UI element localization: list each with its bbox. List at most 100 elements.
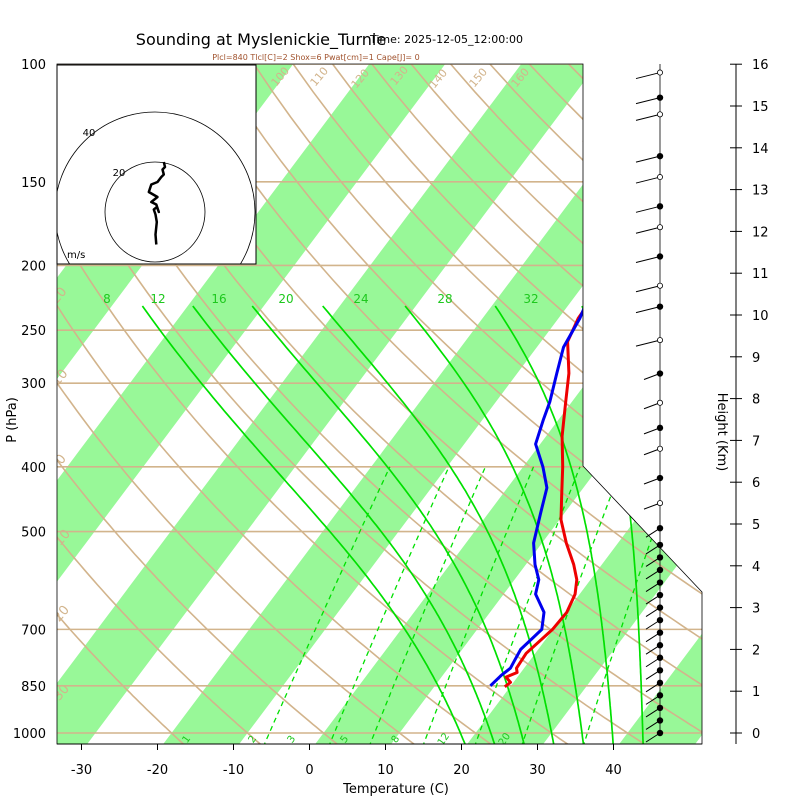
wind-level-dot xyxy=(656,524,664,532)
dry-adiabat xyxy=(57,64,265,744)
wind-level-dot xyxy=(656,591,664,599)
height-tick-label: 6 xyxy=(752,476,760,491)
pressure-tick-label: 850 xyxy=(21,680,46,695)
moist-adiabat-label: 20 xyxy=(278,292,293,306)
height-tick-label: 3 xyxy=(752,602,760,617)
wind-barb xyxy=(635,205,661,213)
dry-adiabat xyxy=(57,64,702,744)
mixing-ratio-line xyxy=(262,466,391,744)
x-tick-label: 40 xyxy=(605,763,622,778)
height-axis-label: Height (Km) xyxy=(714,393,729,471)
mixing-ratio-label: 8 xyxy=(390,734,403,746)
height-tick-label: 14 xyxy=(752,142,769,157)
wind-level-circle xyxy=(657,111,664,118)
wind-level-dot xyxy=(656,667,664,674)
dry-adiabat xyxy=(174,64,702,744)
dry-adiabat xyxy=(57,64,188,744)
wind-barb xyxy=(635,255,661,263)
height-tick-label: 15 xyxy=(752,100,769,115)
wind-level-circle xyxy=(657,337,664,344)
wind-level-dot xyxy=(656,704,664,712)
height-tick-label: 9 xyxy=(752,351,760,366)
dry-adiabat-label: 10 xyxy=(580,307,602,329)
x-tick-label: -10 xyxy=(223,763,244,778)
hodograph-ring-label: 20 xyxy=(113,168,126,179)
moist-adiabat xyxy=(322,305,556,744)
dry-adiabat xyxy=(57,64,342,744)
pressure-tick-label: 700 xyxy=(21,623,46,638)
dry-adiabat xyxy=(253,64,702,744)
wind-level-dot xyxy=(656,474,664,482)
pressure-tick-label: 250 xyxy=(21,324,46,339)
height-tick-label: 16 xyxy=(752,58,769,73)
wind-barb xyxy=(635,72,661,80)
wind-level-dot xyxy=(656,679,664,687)
pressure-tick-label: 1000 xyxy=(13,727,46,742)
isotherm-band xyxy=(440,64,702,744)
height-tick-label: 0 xyxy=(752,727,760,742)
x-tick-label: 20 xyxy=(453,763,470,778)
wind-barb xyxy=(635,176,661,184)
height-tick-label: 8 xyxy=(752,393,760,408)
wind-level-dot xyxy=(656,579,664,586)
x-tick-label: 10 xyxy=(377,763,394,778)
height-tick-label: 13 xyxy=(752,184,769,199)
axes: 0123456789101112131415161001502002503004… xyxy=(13,58,769,778)
mixing-ratio-label: 3 xyxy=(286,734,299,746)
wind-level-dot xyxy=(656,152,664,160)
mixing-ratio-line xyxy=(421,466,535,744)
mixing-ratio-label: 2 xyxy=(247,734,260,746)
mixing-ratio-label: 5 xyxy=(339,734,352,746)
wind-level-dot xyxy=(656,604,664,611)
wind-barb xyxy=(635,97,661,105)
height-tick-label: 4 xyxy=(752,560,760,575)
wind-barb xyxy=(635,339,661,347)
dry-adiabat xyxy=(135,64,702,744)
pressure-tick-label: 200 xyxy=(21,259,46,274)
pressure-tick-label: 100 xyxy=(21,58,46,73)
pressure-tick-label: 300 xyxy=(21,377,46,392)
wind-level-dot xyxy=(656,541,664,549)
wind-level-circle xyxy=(657,445,664,452)
moist-adiabat-label: 32 xyxy=(523,292,538,306)
x-tick-label: 0 xyxy=(305,763,313,778)
moist-adiabat-label: 8 xyxy=(103,292,111,306)
wind-barb xyxy=(635,285,661,293)
wind-level-circle xyxy=(657,69,664,76)
wind-level-dot xyxy=(656,554,664,561)
wind-level-dot xyxy=(656,717,664,724)
moist-adiabat xyxy=(404,305,585,744)
hodograph-trace xyxy=(147,161,167,245)
wind-barb xyxy=(635,155,661,163)
y-axis-label: P (hPa) xyxy=(5,397,20,443)
wind-level-circle xyxy=(657,282,664,289)
moist-adiabat-label: 16 xyxy=(211,292,226,306)
height-tick-label: 1 xyxy=(752,685,760,700)
pressure-tick-label: 400 xyxy=(21,461,46,476)
dry-adiabat-label: 20 xyxy=(580,220,602,242)
x-tick-label: -20 xyxy=(147,763,168,778)
height-tick-label: 7 xyxy=(752,434,760,449)
wind-level-dot xyxy=(656,203,664,210)
chart-title: Sounding at Myslenickie_Turnie xyxy=(136,30,386,50)
dry-adiabat xyxy=(57,64,496,744)
wind-level-dot xyxy=(656,616,664,624)
wind-level-dot xyxy=(656,370,664,377)
wind-barb xyxy=(635,226,661,234)
moist-adiabat xyxy=(251,305,526,744)
moist-adiabat-label: 24 xyxy=(353,292,368,306)
height-tick-label: 2 xyxy=(752,643,760,658)
wind-level-circle xyxy=(657,399,664,406)
wind-level-dot xyxy=(656,642,664,649)
moist-adiabat-label: 28 xyxy=(437,292,452,306)
wind-level-dot xyxy=(656,303,664,310)
x-tick-label: 30 xyxy=(529,763,546,778)
isotherm-band xyxy=(57,64,471,744)
wind-level-circle xyxy=(657,174,664,181)
height-tick-label: 12 xyxy=(752,225,769,240)
x-tick-label: -30 xyxy=(71,763,92,778)
wind-level-circle xyxy=(657,500,664,507)
wind-level-dot xyxy=(656,729,664,737)
wind-level-dot xyxy=(656,566,664,574)
